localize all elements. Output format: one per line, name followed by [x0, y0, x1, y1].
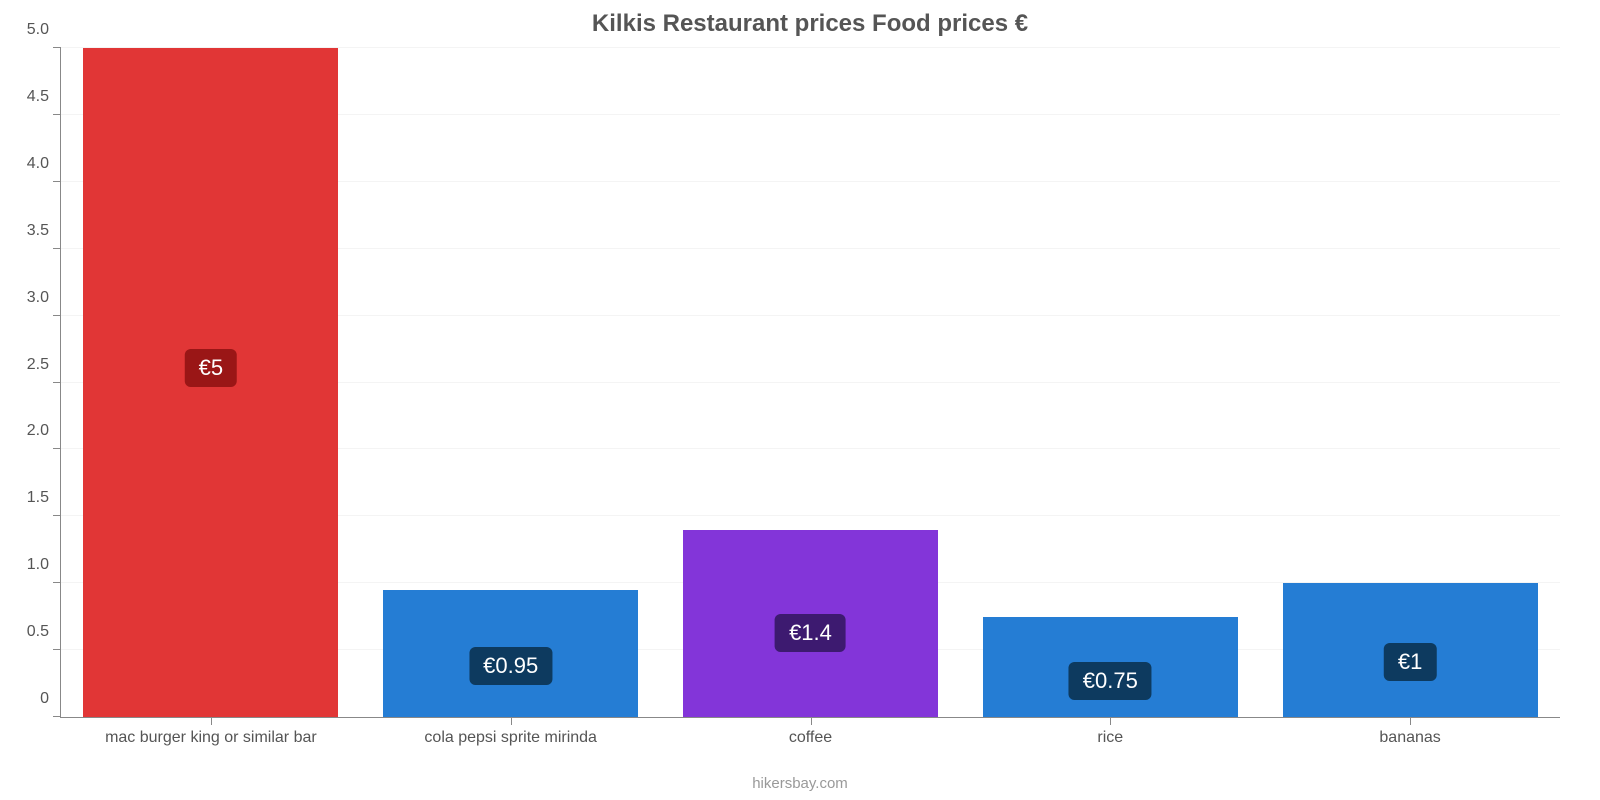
y-tick: [53, 515, 61, 516]
bar: €0.95: [383, 590, 638, 717]
y-tick: [53, 47, 61, 48]
x-axis-label: bananas: [1379, 717, 1440, 747]
y-axis-label: 1.5: [27, 489, 61, 507]
attribution: hikersbay.com: [752, 775, 848, 792]
x-axis-label: mac burger king or similar bar: [105, 717, 317, 747]
y-axis-label: 0.5: [27, 623, 61, 641]
bar-value-label: €1: [1384, 643, 1436, 681]
y-tick: [53, 181, 61, 182]
y-axis-label: 5.0: [27, 21, 61, 39]
bar-value-label: €0.95: [469, 647, 552, 685]
y-axis-label: 4.0: [27, 155, 61, 173]
y-tick: [53, 716, 61, 717]
y-axis-label: 1.0: [27, 556, 61, 574]
y-axis-label: 0: [40, 690, 61, 708]
y-tick: [53, 114, 61, 115]
plot-area: 00.51.01.52.02.53.03.54.04.55.0€5mac bur…: [60, 48, 1560, 718]
y-axis-label: 2.5: [27, 356, 61, 374]
y-axis-label: 3.5: [27, 222, 61, 240]
y-tick: [53, 248, 61, 249]
y-tick: [53, 315, 61, 316]
y-tick: [53, 582, 61, 583]
chart-title: Kilkis Restaurant prices Food prices €: [60, 10, 1560, 38]
x-axis-label: rice: [1097, 717, 1123, 747]
bar-value-label: €0.75: [1069, 662, 1152, 700]
x-axis-label: coffee: [789, 717, 832, 747]
bar: €0.75: [983, 617, 1238, 717]
y-axis-label: 2.0: [27, 422, 61, 440]
y-tick: [53, 448, 61, 449]
chart-container: Kilkis Restaurant prices Food prices € 0…: [0, 0, 1600, 800]
x-axis-label: cola pepsi sprite mirinda: [424, 717, 597, 747]
bar-value-label: €5: [185, 349, 237, 387]
bar-value-label: €1.4: [775, 614, 846, 652]
y-tick: [53, 382, 61, 383]
y-tick: [53, 649, 61, 650]
bar: €5: [83, 48, 338, 717]
bar: €1: [1283, 583, 1538, 717]
y-axis-label: 4.5: [27, 88, 61, 106]
y-axis-label: 3.0: [27, 289, 61, 307]
bar: €1.4: [683, 530, 938, 717]
